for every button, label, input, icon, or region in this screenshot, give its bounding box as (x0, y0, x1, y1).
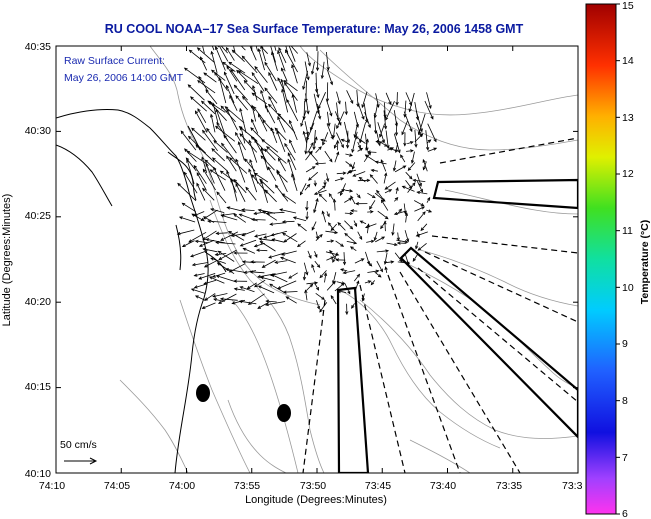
scale-arrow (64, 457, 98, 465)
colorbar-label: Temperature (°C) (639, 220, 651, 305)
x-tick-label: 73:40 (430, 480, 456, 492)
surface-current-vectors (176, 46, 438, 316)
buoy-marker-west (196, 384, 210, 402)
plot-area (56, 46, 578, 473)
colorbar-tick-label: 14 (622, 55, 634, 67)
colorbar-tick-label: 15 (622, 0, 634, 12)
y-tick-label: 40:30 (25, 125, 51, 137)
x-tick-label: 74:10 (39, 480, 65, 492)
x-tick-label: 74:00 (169, 480, 195, 492)
x-tick-label: 73:35 (496, 480, 522, 492)
x-tick-label: 73:55 (234, 480, 260, 492)
colorbar-tick-label: 10 (622, 282, 634, 294)
y-tick-label: 40:15 (25, 381, 51, 393)
y-axis-label: Latitude (Degrees:Minutes) (1, 194, 13, 327)
channel-south (336, 286, 370, 473)
colorbar-ticks (616, 3, 620, 515)
y-tick-label: 40:20 (25, 296, 51, 308)
annotation-line-1: Raw Surface Current: (64, 55, 165, 67)
colorbar-tick-label: 9 (622, 338, 628, 350)
x-tick-label: 73:45 (365, 480, 391, 492)
y-tick-label: 40:25 (25, 210, 51, 222)
colorbar-tick-label: 13 (622, 112, 634, 124)
x-tick-label: 73:50 (300, 480, 326, 492)
buoy-marker-east (277, 404, 291, 422)
channel-southeast (399, 246, 578, 439)
colorbar (585, 3, 617, 515)
axis-ticks (55, 45, 579, 474)
colorbar-tick-label: 12 (622, 168, 634, 180)
channel-north (432, 178, 578, 210)
colorbar-tick-label: 7 (622, 452, 628, 464)
colorbar-tick-label: 11 (622, 225, 633, 237)
colorbar-tick-label: 6 (622, 508, 628, 519)
y-tick-label: 40:35 (25, 41, 51, 53)
scale-label: 50 cm/s (60, 439, 97, 451)
annotation-line-2: May 26, 2006 14:00 GMT (64, 72, 184, 84)
map-title: RU COOL NOAA–17 Sea Surface Temperature:… (105, 22, 524, 36)
shipping-channels (302, 137, 578, 473)
x-tick-label: 74:05 (104, 480, 130, 492)
colorbar-tick-label: 8 (622, 395, 628, 407)
x-tick-label: 73:3 (562, 480, 583, 492)
y-tick-label: 40:10 (25, 468, 51, 480)
x-axis-label: Longitude (Degrees:Minutes) (245, 494, 387, 506)
